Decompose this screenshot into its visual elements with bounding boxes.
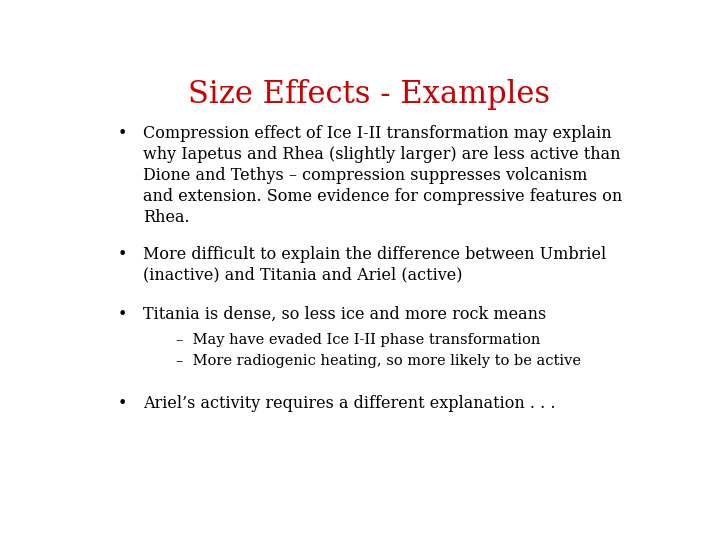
- Text: Titania is dense, so less ice and more rock means: Titania is dense, so less ice and more r…: [143, 306, 546, 323]
- Text: Size Effects - Examples: Size Effects - Examples: [188, 79, 550, 110]
- Text: Compression effect of Ice I-II transformation may explain
why Iapetus and Rhea (: Compression effect of Ice I-II transform…: [143, 125, 622, 226]
- Text: •: •: [118, 395, 127, 413]
- Text: •: •: [118, 246, 127, 262]
- Text: •: •: [118, 125, 127, 142]
- Text: More difficult to explain the difference between Umbriel
(inactive) and Titania : More difficult to explain the difference…: [143, 246, 606, 284]
- Text: –  May have evaded Ice I-II phase transformation: – May have evaded Ice I-II phase transfo…: [176, 333, 541, 347]
- Text: •: •: [118, 306, 127, 323]
- Text: –  More radiogenic heating, so more likely to be active: – More radiogenic heating, so more likel…: [176, 354, 582, 368]
- Text: Ariel’s activity requires a different explanation . . .: Ariel’s activity requires a different ex…: [143, 395, 556, 413]
